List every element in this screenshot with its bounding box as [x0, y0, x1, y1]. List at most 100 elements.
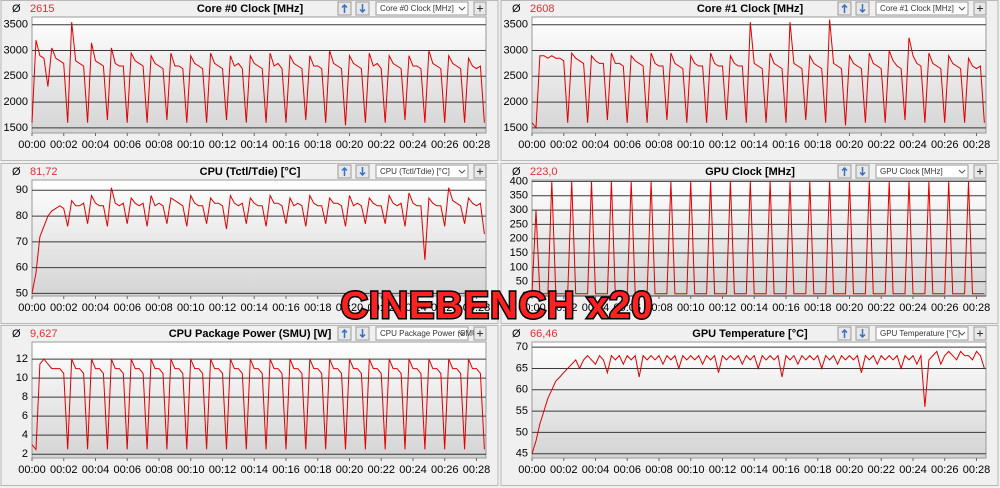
x-tick-label: 00:00: [18, 139, 46, 151]
avg-symbol: Ø: [512, 166, 521, 178]
sensor-selector[interactable]: [375, 1, 469, 16]
y-tick-label: 3000: [504, 44, 528, 56]
x-tick-label: 00:16: [272, 302, 300, 314]
x-tick-label: 00:02: [50, 139, 78, 151]
y-tick-label: 50: [16, 287, 28, 299]
sensor-selector[interactable]: [875, 164, 969, 179]
x-tick-label: 00:18: [804, 139, 832, 151]
plus-icon: [977, 168, 983, 175]
x-tick-label: 00:22: [367, 464, 395, 476]
y-tick-label: 2500: [4, 70, 28, 82]
x-tick-label: 00:04: [82, 302, 110, 314]
x-tick-label: 00:28: [463, 302, 491, 314]
y-tick-label: 70: [516, 341, 528, 353]
y-tick-label: 3000: [4, 44, 28, 56]
sensor-selector[interactable]: [875, 1, 969, 16]
arrow-icon: [841, 328, 848, 338]
plus-icon: [477, 168, 483, 175]
sensor-selector-text: Core #1 Clock [MHz]: [880, 4, 954, 13]
x-tick-label: 00:08: [645, 302, 673, 314]
y-tick-label: 45: [516, 448, 528, 460]
plus-icon: [977, 330, 983, 337]
y-tick-label: 100: [510, 261, 528, 273]
x-tick-label: 00:16: [272, 464, 300, 476]
x-tick-label: 00:04: [82, 139, 110, 151]
arrow-icon: [841, 166, 848, 176]
x-tick-label: 00:26: [431, 464, 459, 476]
avg-value: 223,0: [530, 166, 558, 178]
x-tick-label: 00:04: [582, 464, 610, 476]
arrow-icon: [341, 328, 348, 338]
y-tick-label: 3500: [4, 19, 28, 31]
x-tick-label: 00:26: [431, 302, 459, 314]
y-tick-label: 2: [22, 448, 28, 460]
sensor-selector[interactable]: [375, 326, 469, 341]
avg-value: 9,627: [30, 328, 58, 340]
y-tick-label: 3500: [504, 19, 528, 31]
y-tick-label: 2000: [4, 96, 28, 108]
x-tick-label: 00:12: [209, 302, 237, 314]
x-tick-label: 00:04: [582, 302, 610, 314]
y-tick-label: 70: [16, 236, 28, 248]
plot-area: [31, 16, 487, 134]
y-tick-label: 60: [16, 262, 28, 274]
x-tick-label: 00:06: [113, 464, 141, 476]
x-tick-label: 00:14: [240, 464, 268, 476]
x-tick-label: 00:14: [740, 464, 768, 476]
x-tick-label: 00:22: [867, 464, 895, 476]
sensor-line: [31, 358, 485, 451]
x-tick-label: 00:20: [836, 464, 864, 476]
x-tick-label: 00:24: [899, 302, 927, 314]
x-tick-label: 00:10: [677, 139, 705, 151]
plus-icon: [477, 330, 483, 337]
x-tick-label: 00:06: [113, 302, 141, 314]
panel-title: CPU Package Power (SMU) [W]: [169, 328, 332, 340]
dropdown-arrow: [958, 6, 966, 11]
y-tick-label: 10: [16, 372, 28, 384]
y-tick-label: 50: [516, 426, 528, 438]
x-tick-label: 00:12: [709, 464, 737, 476]
y-tick-label: 65: [516, 362, 528, 374]
y-tick-label: 1500: [4, 122, 28, 134]
x-tick-label: 00:24: [399, 464, 427, 476]
sensor-selector-text: GPU Clock [MHz]: [880, 167, 943, 176]
x-tick-label: 00:18: [804, 464, 832, 476]
x-tick-label: 00:16: [772, 139, 800, 151]
sensor-selector[interactable]: [875, 326, 969, 341]
y-tick-label: 250: [510, 218, 528, 230]
plus-icon: [977, 5, 983, 12]
x-tick-label: 00:14: [740, 302, 768, 314]
avg-value: 66,46: [530, 328, 558, 340]
plus-icon: [477, 5, 483, 12]
avg-symbol: Ø: [512, 328, 521, 340]
x-tick-label: 00:00: [18, 302, 46, 314]
sensor-line: [31, 22, 485, 126]
arrow-icon: [359, 167, 366, 177]
x-tick-label: 00:00: [518, 464, 546, 476]
x-tick-label: 00:12: [709, 139, 737, 151]
sensor-line: [31, 187, 485, 294]
x-tick-label: 00:12: [209, 464, 237, 476]
arrow-icon: [859, 4, 866, 14]
x-tick-label: 00:18: [304, 139, 332, 151]
sensor-panel: Ø 66,46 GPU Temperature [°C] GPU Temperatur…: [500, 325, 999, 486]
x-tick-label: 00:20: [336, 464, 364, 476]
sensor-panel: Ø 2615 Core #0 Clock [MHz] Core #0 Clock [M…: [0, 0, 499, 161]
y-tick-label: 200: [510, 233, 528, 245]
sensor-panel: Ø 2608 Core #1 Clock [MHz] Core #1 Clock [M…: [500, 0, 999, 161]
avg-symbol: Ø: [512, 3, 521, 15]
panel-title: CPU (Tctl/Tdie) [°C]: [200, 166, 301, 178]
x-tick-label: 00:24: [899, 139, 927, 151]
arrow-icon: [341, 3, 348, 13]
x-tick-label: 00:26: [931, 302, 959, 314]
x-tick-label: 00:16: [772, 302, 800, 314]
panel-title: GPU Temperature [°C]: [692, 328, 808, 340]
x-tick-label: 00:20: [336, 302, 364, 314]
x-tick-label: 00:18: [804, 302, 832, 314]
x-tick-label: 00:26: [931, 139, 959, 151]
sensor-selector[interactable]: [375, 164, 469, 179]
x-tick-label: 00:22: [367, 139, 395, 151]
sensor-line: [531, 181, 985, 295]
x-tick-label: 00:02: [50, 302, 78, 314]
y-tick-label: 50: [516, 276, 528, 288]
